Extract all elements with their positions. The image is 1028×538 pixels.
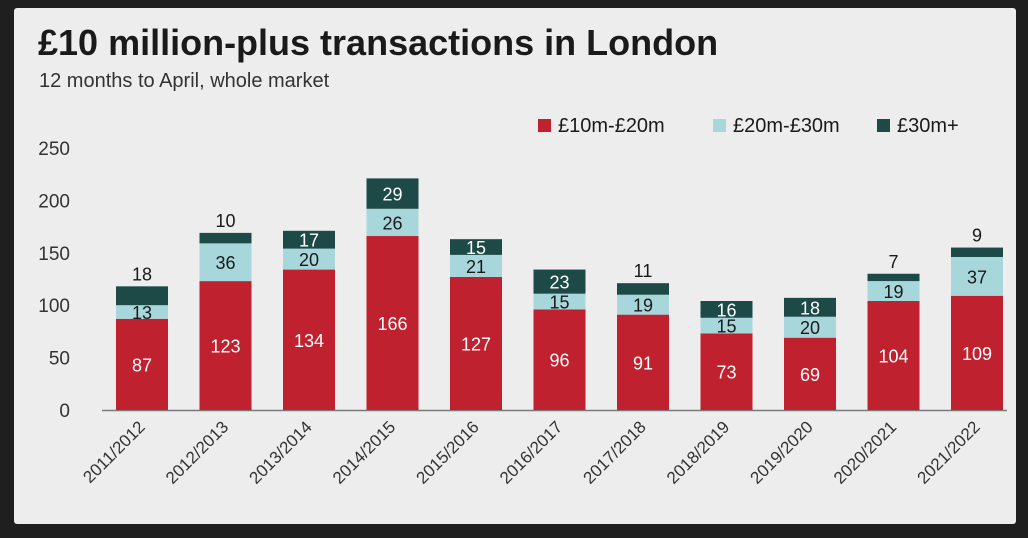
x-tick-label: 2014/2015 (329, 417, 399, 487)
y-tick-label: 250 (38, 139, 70, 160)
data-label: 166 (377, 314, 407, 334)
data-label: 21 (466, 257, 486, 277)
legend-swatch (538, 119, 551, 132)
bar-segment (199, 243, 252, 282)
data-label: 20 (299, 250, 319, 270)
data-label: 127 (461, 334, 491, 354)
chart-subtitle: 12 months to April, whole market (39, 70, 330, 92)
bar-segment (700, 317, 753, 334)
bar-segment (951, 295, 1003, 410)
data-label: 16 (716, 300, 736, 320)
data-label: 37 (967, 267, 987, 287)
bar-segment (700, 301, 753, 318)
bar-segment (617, 314, 669, 410)
data-label: 15 (716, 317, 736, 337)
data-label: 69 (800, 365, 820, 385)
data-label: 134 (294, 331, 324, 351)
data-label: 104 (878, 347, 908, 367)
legend-label: £20m-£30m (733, 115, 840, 137)
bar-segment (283, 269, 335, 410)
data-label: 109 (962, 344, 992, 364)
legend-label: £30m+ (897, 115, 959, 137)
bar-segment (366, 236, 419, 410)
legend-label: £10m-£20m (558, 115, 665, 137)
data-label: 29 (382, 185, 402, 205)
y-tick-label: 0 (59, 401, 70, 422)
data-label: 9 (972, 226, 982, 246)
bar-segment (533, 293, 586, 310)
data-label: 19 (883, 282, 903, 302)
x-tick-label: 2020/2021 (830, 417, 900, 487)
data-label: 17 (299, 231, 319, 251)
data-label: 20 (800, 318, 820, 338)
bar-segment (617, 283, 669, 295)
bar-segment (784, 337, 836, 410)
x-tick-label: 2017/2018 (580, 417, 650, 487)
data-label: 13 (132, 303, 152, 323)
y-tick-label: 200 (38, 191, 70, 212)
bar-segment (533, 309, 586, 410)
bar-segment (867, 273, 920, 282)
bar-segment (867, 281, 920, 302)
bar-segment (116, 286, 168, 306)
data-label: 26 (382, 213, 402, 233)
bar-segment (951, 256, 1003, 296)
y-tick-label: 100 (38, 296, 70, 317)
bar-segment (951, 247, 1003, 257)
data-label: 18 (800, 298, 820, 318)
data-label: 96 (549, 351, 569, 371)
bar-segment (283, 248, 335, 270)
bar-segment (867, 301, 920, 410)
y-tick-label: 150 (38, 244, 70, 265)
bar-segment (784, 297, 836, 317)
data-label: 11 (634, 261, 653, 281)
data-label: 15 (466, 238, 486, 258)
y-tick-label: 50 (49, 349, 70, 370)
x-tick-label: 2018/2019 (663, 417, 733, 487)
x-tick-label: 2021/2022 (914, 417, 984, 487)
legend-swatch (713, 119, 726, 132)
data-label: 123 (210, 337, 240, 357)
bar-segment (450, 276, 502, 410)
stacked-bar-chart: 0501001502002508713182011/20121233610201… (38, 115, 1007, 488)
chart-title: £10 million-plus transactions in London (38, 22, 719, 63)
bar-segment (784, 316, 836, 338)
data-label: 7 (888, 252, 898, 272)
data-label: 23 (549, 273, 569, 293)
data-label: 15 (549, 293, 569, 313)
bar-segment (533, 269, 586, 294)
bar-segment (116, 318, 168, 410)
data-label: 36 (215, 253, 235, 273)
legend-swatch (877, 119, 890, 132)
data-label: 18 (132, 264, 152, 284)
bar-segment (366, 208, 419, 237)
x-tick-label: 2013/2014 (246, 417, 316, 487)
x-tick-label: 2019/2020 (747, 417, 817, 487)
bar-segment (366, 178, 419, 209)
data-label: 73 (716, 363, 736, 383)
data-label: 19 (633, 296, 653, 316)
bar-segment (450, 239, 502, 255)
bar-segment (700, 333, 753, 410)
bar-segment (199, 232, 252, 244)
x-tick-label: 2011/2012 (79, 417, 148, 486)
bar-segment (199, 281, 252, 410)
chart-panel: £10 million-plus transactions in London … (14, 8, 1016, 524)
data-label: 91 (633, 353, 653, 373)
x-tick-label: 2012/2013 (162, 417, 232, 487)
bar-segment (283, 230, 335, 249)
data-label: 10 (215, 211, 235, 231)
bar-segment (116, 305, 168, 319)
x-tick-label: 2016/2017 (496, 417, 566, 487)
data-label: 87 (132, 355, 152, 375)
bar-segment (450, 254, 502, 277)
x-tick-label: 2015/2016 (413, 417, 483, 487)
bar-segment (617, 294, 669, 315)
